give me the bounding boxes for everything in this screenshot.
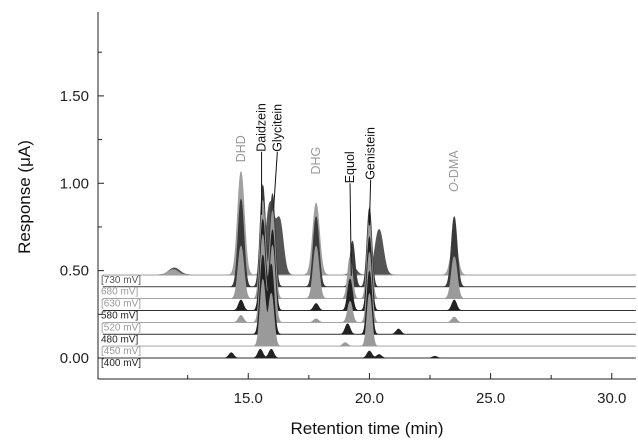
y-axis-label: Response (μA) bbox=[15, 140, 34, 254]
y-tick-label: 0.00 bbox=[60, 350, 89, 367]
leader-line bbox=[273, 151, 278, 208]
peak-label: DHD bbox=[234, 135, 248, 162]
x-tick-label: 30.0 bbox=[597, 390, 626, 407]
leader-line bbox=[368, 179, 372, 226]
channel-label: [400 mV] bbox=[101, 358, 141, 369]
channel-label: [730 mV] bbox=[101, 275, 141, 286]
x-axis-label: Retention time (min) bbox=[290, 419, 443, 438]
x-tick-label: 15.0 bbox=[234, 390, 263, 407]
channel-label: 480 mV] bbox=[101, 334, 138, 345]
channel-label: 680 mV] bbox=[101, 287, 138, 298]
leader-line bbox=[349, 183, 352, 276]
peak-label: Daidzein bbox=[255, 103, 269, 152]
peak-label: Equol bbox=[343, 151, 357, 183]
peak-label: Glycitein bbox=[270, 104, 284, 152]
y-tick-label: 1.00 bbox=[60, 175, 89, 192]
channel-labels-group: [400 mV][450 mV]480 mV][520 mV]580 mV][6… bbox=[101, 275, 141, 369]
channel-label: [450 mV] bbox=[101, 346, 141, 357]
channel-label: [520 mV] bbox=[101, 322, 141, 333]
trace-400-mv bbox=[102, 348, 635, 359]
peak-label: Genistein bbox=[364, 127, 378, 180]
leader-lines-group bbox=[261, 151, 372, 276]
peak-label: O-DMA bbox=[447, 150, 461, 192]
x-tick-label: 20.0 bbox=[355, 390, 384, 407]
y-tick-label: 0.50 bbox=[60, 263, 89, 280]
ticks-group: 15.0 20.0 25.0 30.0 0.00 0.50 1.00 1.50 bbox=[60, 51, 626, 407]
y-tick-label: 1.50 bbox=[60, 88, 89, 105]
channel-label: 580 mV] bbox=[101, 311, 138, 322]
channel-label: [630 mV] bbox=[101, 299, 141, 310]
traces-group bbox=[102, 170, 636, 359]
x-tick-label: 25.0 bbox=[476, 390, 505, 407]
peak-labels-group: DHD Daidzein Glycitein DHG Equol Genistein O-D… bbox=[234, 103, 461, 192]
peak-label: DHG bbox=[309, 147, 323, 175]
